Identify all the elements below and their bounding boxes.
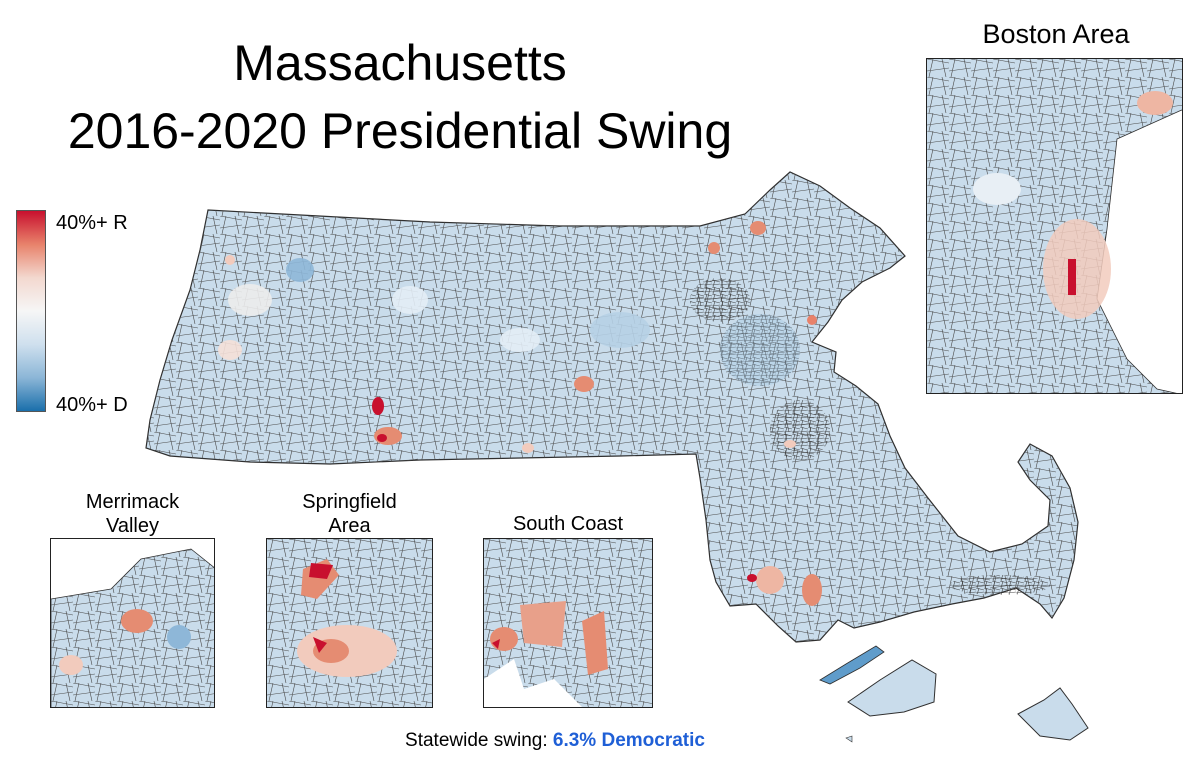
red-swing-hotspots (225, 221, 822, 606)
springfield-inset-map (267, 539, 432, 707)
inset-title-merrimack: Merrimack Valley (50, 490, 215, 538)
inset-boston-area (926, 58, 1183, 394)
south-coast-inset-map (484, 539, 652, 707)
inset-south-coast (483, 538, 653, 708)
inset-title-springfield: Springfield Area (266, 490, 433, 538)
inset-title-south-coast: South Coast (512, 513, 624, 535)
inset-title-merrimack-line1: Merrimack (85, 491, 180, 513)
legend-top-label: 40%+ R (56, 212, 128, 234)
statewide-swing-value: 6.3% Democratic (552, 730, 705, 751)
state-shape (145, 171, 1079, 643)
inset-springfield-area (266, 538, 433, 708)
inset-title-merrimack-line2: Valley (106, 515, 159, 537)
islands (819, 645, 1089, 743)
legend-bottom-label: 40%+ D (56, 394, 128, 416)
inset-title-boston: Boston Area (982, 19, 1130, 49)
map-title-line-2: 2016-2020 Presidential Swing (67, 103, 733, 159)
inset-title-springfield-line2: Area (328, 515, 371, 537)
inset-merrimack-valley (50, 538, 215, 708)
map-title-line-1: Massachusetts (233, 35, 567, 91)
color-scale-bar (16, 210, 46, 412)
statewide-swing-prefix: Statewide swing: (405, 730, 553, 751)
inset-title-springfield-line1: Springfield (302, 491, 397, 513)
statewide-swing-summary: Statewide swing: 6.3% Democratic (0, 730, 1110, 752)
boston-inset-map (927, 59, 1182, 393)
merrimack-inset-map (51, 539, 214, 707)
